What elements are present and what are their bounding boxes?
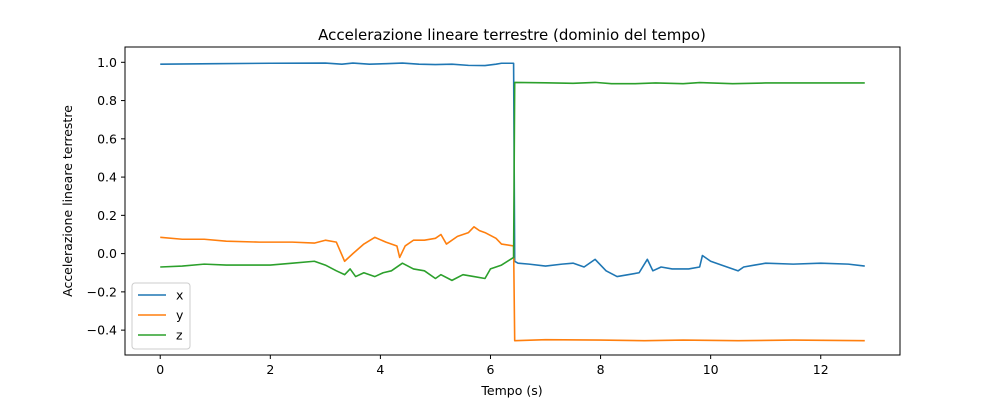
y-tick-label: −0.2 [87,284,117,299]
x-tick-label: 0 [156,362,164,377]
x-tick-label: 2 [266,362,274,377]
x-tick-label: 12 [813,362,829,377]
legend-box [131,282,191,350]
legend: xyz [131,282,191,350]
x-axis-label: Tempo (s) [480,383,542,398]
series-line-x [160,62,865,278]
y-tick-label: 0.6 [97,131,117,146]
x-tick-label: 4 [376,362,384,377]
series-line-y [160,226,865,342]
y-tick-label: −0.4 [87,323,117,338]
y-axis: −0.4 −0.2 0.0 0.2 0.4 0.6 0.8 1.0 [87,55,125,338]
legend-label-x: x [176,288,183,303]
x-tick-label: 10 [703,362,719,377]
chart-title: Accelerazione lineare terrestre (dominio… [318,26,706,44]
legend-label-z: z [176,328,183,343]
plot-area [160,62,865,342]
x-tick-label: 6 [487,362,495,377]
plot-frame [124,46,901,356]
y-tick-label: 1.0 [97,55,117,70]
y-tick-label: 0.2 [97,208,117,223]
y-axis-label: Accelerazione lineare terrestre [60,105,75,297]
series-line-z [160,81,865,282]
x-axis: 0 2 4 6 8 10 12 [156,355,829,377]
x-tick-label: 8 [597,362,605,377]
y-tick-label: 0.8 [97,93,117,108]
y-tick-label: 0.4 [97,170,117,185]
legend-label-y: y [176,308,184,323]
y-tick-label: 0.0 [97,246,117,261]
